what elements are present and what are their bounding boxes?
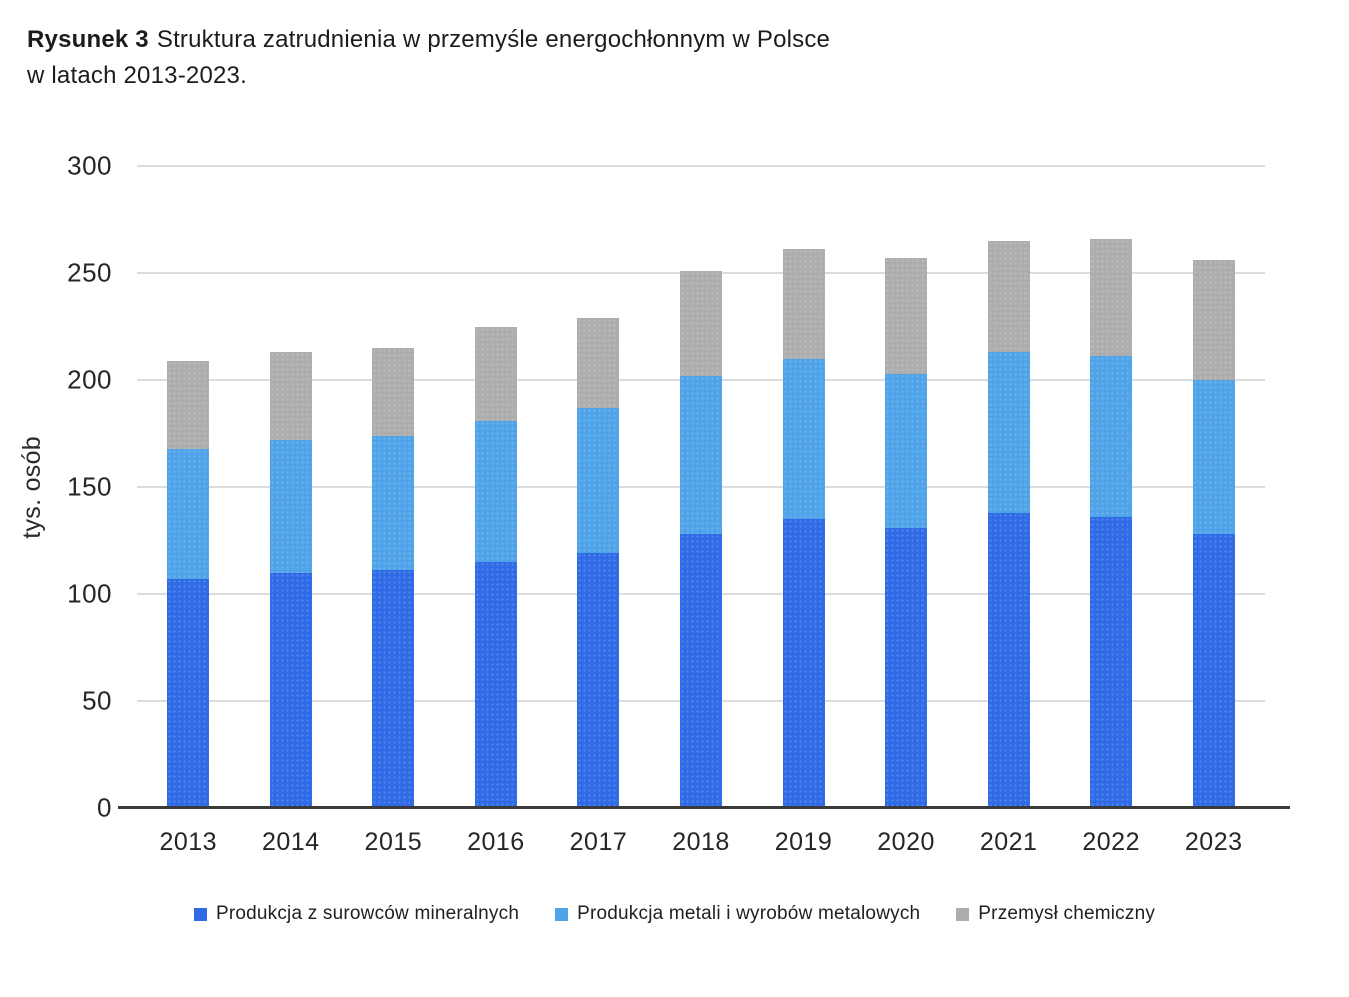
bar-2016-segment-0 xyxy=(474,561,517,808)
bar-2017-segment-1 xyxy=(577,407,620,554)
legend-item-0: Produkcja z surowców mineralnych xyxy=(193,903,520,925)
y-tick-300: 300 xyxy=(67,150,112,181)
legend-label-1: Produkcja metali i wyrobów metalowych xyxy=(577,903,921,924)
x-tick-2019: 2019 xyxy=(774,828,833,856)
bar-2021-segment-1 xyxy=(987,352,1030,513)
x-tick-2015: 2015 xyxy=(364,828,423,856)
x-tick-2022: 2022 xyxy=(1082,828,1140,856)
bar-2017-segment-0 xyxy=(577,553,620,808)
bar-2021-segment-0 xyxy=(987,512,1030,808)
bar-2020-segment-2 xyxy=(885,258,928,374)
bar-2023-segment-1 xyxy=(1192,380,1235,535)
y-tick-0: 0 xyxy=(97,792,112,823)
y-tick-250: 250 xyxy=(67,257,112,288)
bar-2022 xyxy=(1090,238,1133,808)
y-tick-100: 100 xyxy=(67,578,112,609)
bar-2022-segment-0 xyxy=(1090,516,1133,808)
bar-2019-segment-0 xyxy=(782,519,825,808)
y-axis-tick-labels: 0 50 100 150 200 250 300 xyxy=(0,151,112,823)
bar-2014-segment-0 xyxy=(269,572,312,808)
bar-2013 xyxy=(167,360,210,808)
bar-2020 xyxy=(885,258,928,808)
bar-2023 xyxy=(1192,260,1235,808)
legend: Produkcja z surowców mineralnych Produkcj… xyxy=(0,903,1349,925)
bar-2016 xyxy=(474,326,517,808)
legend-swatch-icon-0 xyxy=(193,907,207,921)
bar-2016-segment-2 xyxy=(474,326,517,421)
legend-swatch-icon-2 xyxy=(956,907,970,921)
bar-2021 xyxy=(987,240,1030,808)
bar-2014-segment-2 xyxy=(269,352,312,440)
bar-2014-segment-1 xyxy=(269,439,312,573)
bar-2016-segment-1 xyxy=(474,420,517,562)
bar-2018-segment-0 xyxy=(680,534,722,808)
bar-2021-segment-2 xyxy=(987,240,1030,353)
gridline-300 xyxy=(137,165,1265,167)
legend-swatch-icon-1 xyxy=(555,907,569,921)
legend-item-1: Produkcja metali i wyrobów metalowych xyxy=(555,903,920,925)
legend-label-2: Przemysł chemiczny xyxy=(978,903,1156,924)
x-tick-2016: 2016 xyxy=(467,828,525,856)
legend-label-0: Produkcja z surowców mineralnych xyxy=(215,903,520,924)
x-tick-2018: 2018 xyxy=(672,828,730,856)
bar-2020-segment-1 xyxy=(885,373,928,528)
bar-2015-segment-2 xyxy=(372,347,415,436)
bar-2018-segment-2 xyxy=(680,270,722,376)
bar-2017-segment-2 xyxy=(577,317,620,408)
chart-title-line2: w latach 2013-2023. xyxy=(27,62,247,89)
bar-2018 xyxy=(680,270,722,808)
chart-title-figure-label: Rysunek 3 xyxy=(27,26,149,53)
x-tick-2013: 2013 xyxy=(159,828,218,856)
bar-2013-segment-1 xyxy=(167,448,210,580)
bar-2015 xyxy=(372,347,415,808)
bar-2022-segment-1 xyxy=(1090,356,1133,517)
bar-2013-segment-2 xyxy=(167,360,210,449)
bar-2015-segment-0 xyxy=(372,570,415,808)
x-tick-2017: 2017 xyxy=(569,828,628,856)
bar-2018-segment-1 xyxy=(680,375,722,535)
x-tick-2014: 2014 xyxy=(262,828,320,856)
bar-2023-segment-0 xyxy=(1192,534,1235,808)
bar-2019-segment-1 xyxy=(782,358,825,520)
bar-2023-segment-2 xyxy=(1192,260,1235,381)
x-axis-line xyxy=(118,806,1290,809)
x-tick-2021: 2021 xyxy=(979,828,1038,856)
x-axis-tick-labels: 2013 2014 2015 2016 2017 2018 2019 2020 2021 2022… xyxy=(137,828,1265,862)
chart-title: Rysunek 3 Struktura zatrudnienia w przemy… xyxy=(27,22,1107,94)
bar-2014 xyxy=(269,352,312,808)
bar-2020-segment-0 xyxy=(885,527,928,808)
bar-2019 xyxy=(782,249,825,808)
y-tick-50: 50 xyxy=(82,685,112,716)
x-tick-2020: 2020 xyxy=(877,828,935,856)
bar-2019-segment-2 xyxy=(782,249,825,359)
y-tick-150: 150 xyxy=(67,471,112,502)
bar-2022-segment-2 xyxy=(1090,238,1133,357)
x-tick-2023: 2023 xyxy=(1184,828,1243,856)
bar-2015-segment-1 xyxy=(372,435,415,571)
legend-item-2: Przemysł chemiczny xyxy=(956,903,1155,925)
chart-title-line1: Struktura zatrudnienia w przemyśle energ… xyxy=(156,26,831,53)
y-tick-200: 200 xyxy=(67,364,112,395)
plot-area xyxy=(118,165,1290,809)
bar-2013-segment-0 xyxy=(167,579,210,808)
bar-2017 xyxy=(577,317,620,808)
